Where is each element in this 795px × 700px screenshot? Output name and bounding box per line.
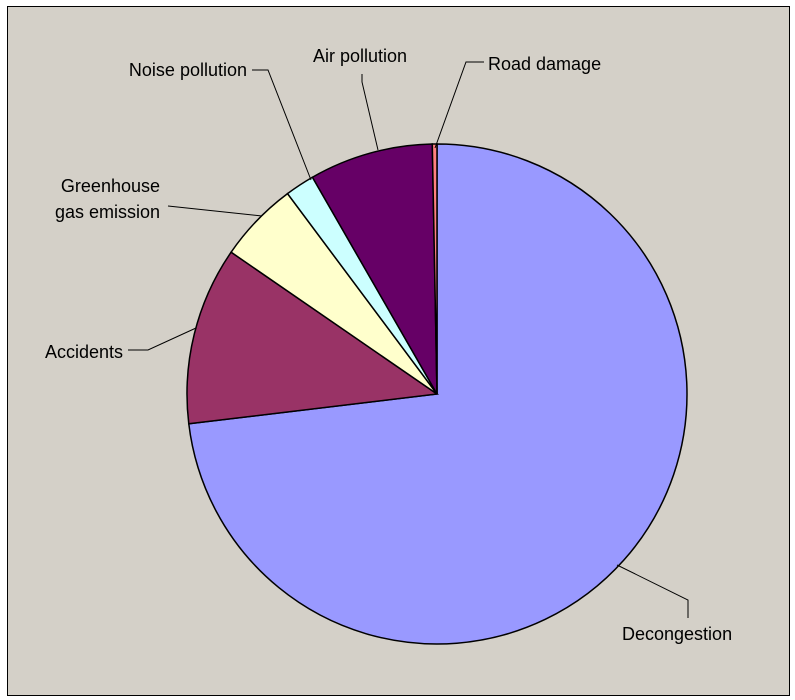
pie-slice-accidents <box>186 251 440 425</box>
slice-label-air-pollution: Air pollution <box>313 46 407 66</box>
leader-lines <box>128 61 689 618</box>
slice-label-noise-pollution: Noise pollution <box>129 60 247 80</box>
slice-label-accidents: Accidents <box>45 342 123 362</box>
leader-line-noise-pollution <box>252 69 312 181</box>
slice-label-decongestion: Decongestion <box>622 624 732 644</box>
leader-line-air-pollution <box>361 74 379 151</box>
slice-label-road-damage: Road damage <box>488 54 601 74</box>
leader-line-decongestion <box>616 564 689 618</box>
pie-slices <box>186 143 688 645</box>
pie-slice-road-damage <box>431 143 438 395</box>
pie-slice-air-pollution <box>311 143 438 395</box>
slice-labels: Decongestion Accidents Greenhouse gas emiss… <box>45 46 732 644</box>
leader-line-greenhouse-gas-emission <box>167 205 263 217</box>
leader-line-road-damage <box>434 61 484 149</box>
slice-label-greenhouse-gas-emission: Greenhouse gas emission <box>55 176 160 222</box>
leader-line-accidents <box>128 327 197 351</box>
